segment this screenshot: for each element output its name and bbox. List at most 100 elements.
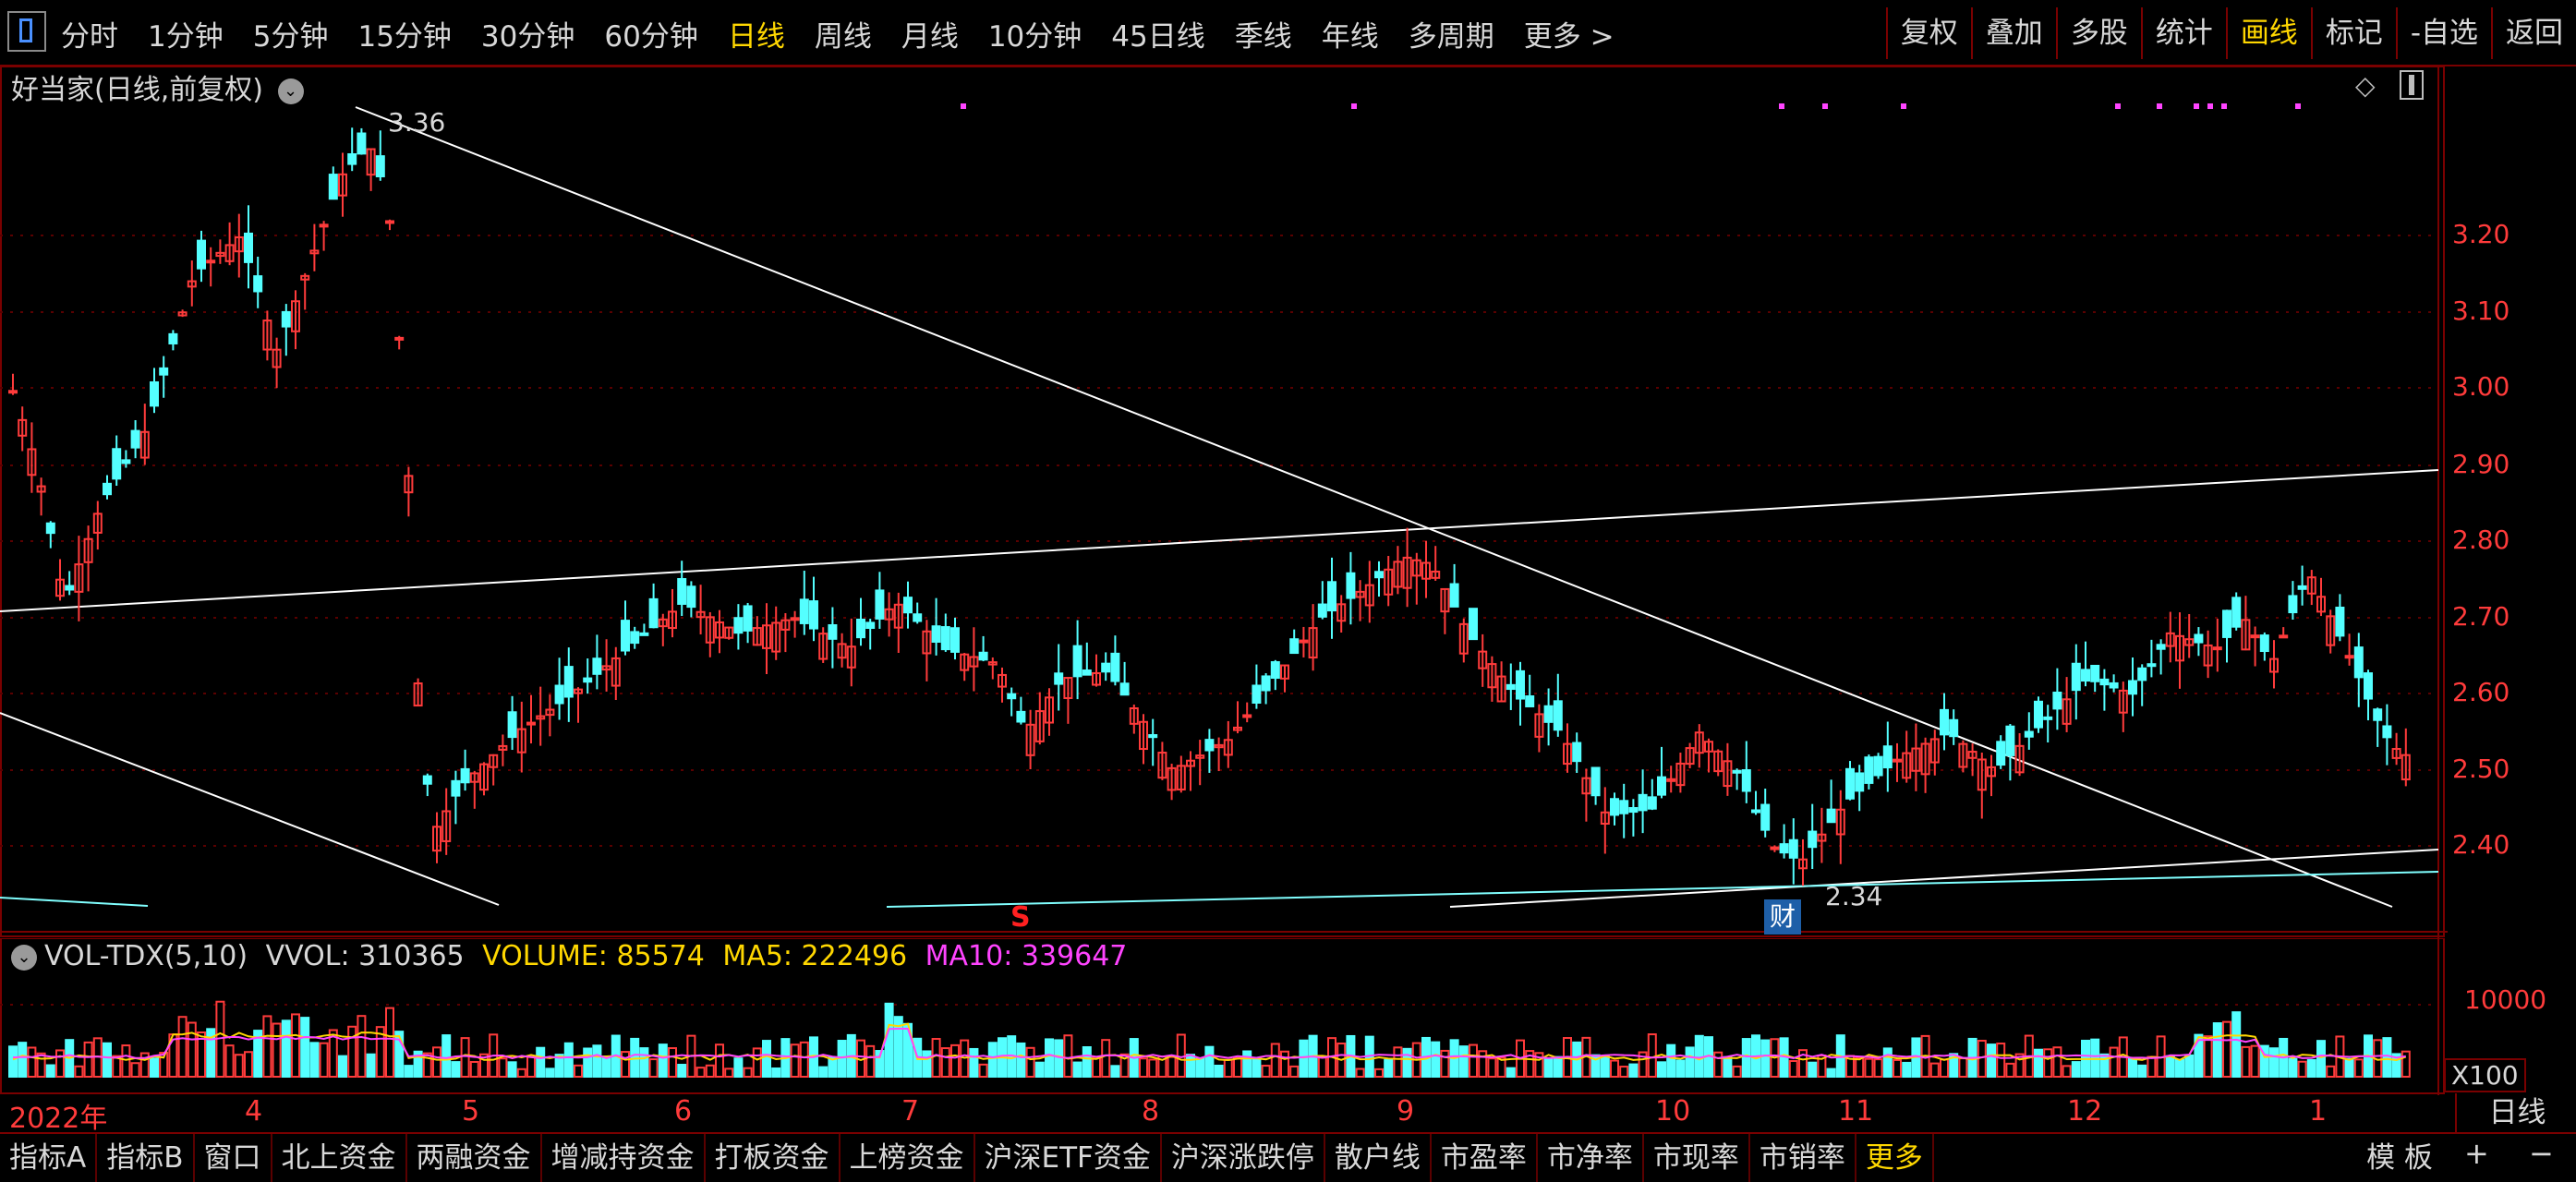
- candle-body: [2373, 708, 2383, 721]
- candle-body: [1157, 752, 1167, 779]
- candle-body: [83, 537, 93, 563]
- volume-bar: [2128, 1057, 2137, 1078]
- candle-body: [940, 626, 950, 651]
- candle-body: [1732, 769, 1742, 774]
- indicator-tab-5[interactable]: 增减持资金: [542, 1134, 706, 1182]
- candle-body: [1929, 738, 1940, 764]
- template-button[interactable]: 模 板: [2366, 1141, 2433, 1175]
- candlestick-chart[interactable]: [0, 66, 2448, 938]
- volume-bar: [1025, 1046, 1035, 1078]
- candle-body: [1855, 772, 1865, 792]
- period-tab-8[interactable]: 月线: [901, 19, 959, 54]
- function-tab-7[interactable]: 返回: [2491, 7, 2576, 59]
- volume-bar: [404, 1065, 414, 1079]
- indicator-tab-2[interactable]: 窗口: [195, 1134, 272, 1182]
- indicator-tab-0[interactable]: 指标A: [0, 1134, 98, 1182]
- indicator-tab-6[interactable]: 打板资金: [706, 1134, 841, 1182]
- period-tab-0[interactable]: 分时: [61, 19, 118, 54]
- candle-body: [2231, 597, 2242, 628]
- zoom-in-button[interactable]: +: [2464, 1136, 2489, 1171]
- period-tab-10[interactable]: 45日线: [1111, 19, 1205, 54]
- volume-bar: [715, 1043, 724, 1078]
- period-tab-4[interactable]: 30分钟: [480, 19, 575, 54]
- candle-body: [1101, 662, 1111, 673]
- volume-bar: [2014, 1053, 2025, 1079]
- period-tab-5[interactable]: 60分钟: [604, 19, 698, 54]
- candle-body: [686, 585, 696, 609]
- candle-body: [489, 754, 499, 768]
- candle-body: [1299, 639, 1309, 644]
- volume-bar: [545, 1067, 555, 1078]
- indicator-tab-9[interactable]: 沪深涨跌停: [1162, 1134, 1325, 1182]
- indicator-tab-10[interactable]: 散户线: [1325, 1134, 1432, 1182]
- indicator-tab-8[interactable]: 沪深ETF资金: [975, 1134, 1162, 1182]
- candle-body: [1054, 672, 1064, 685]
- candle-body: [479, 763, 489, 791]
- function-tab-3[interactable]: 统计: [2140, 7, 2226, 59]
- function-tab-1[interactable]: 叠加: [1970, 7, 2056, 59]
- function-tab-6[interactable]: -自选: [2395, 7, 2491, 59]
- function-tab-4[interactable]: 画线: [2225, 7, 2311, 59]
- candle-body: [2194, 633, 2204, 644]
- candle-body: [1534, 713, 1544, 738]
- candle-body: [1034, 710, 1045, 742]
- candle-body: [2090, 664, 2100, 682]
- volume-bar: [536, 1046, 546, 1079]
- indicator-tab-7[interactable]: 上榜资金: [841, 1134, 975, 1182]
- candle-body: [828, 623, 838, 640]
- indicator-tab-15[interactable]: 更多: [1856, 1134, 1934, 1182]
- candle-body: [2364, 672, 2373, 700]
- diamond-icon[interactable]: ◇: [2355, 70, 2376, 101]
- period-indicator[interactable]: 日线: [2455, 1093, 2576, 1132]
- volume-bar: [469, 1060, 479, 1078]
- menu-icon[interactable]: [7, 11, 46, 52]
- candle-body: [385, 220, 394, 224]
- volume-bar: [516, 1067, 526, 1078]
- candle-body: [422, 775, 432, 785]
- panel-toggle-icon[interactable]: [2400, 70, 2424, 100]
- candle-body: [875, 589, 885, 620]
- chart-title-text: 好当家(日线,前复权): [11, 74, 263, 106]
- candle-body: [121, 459, 131, 464]
- candle-body: [1204, 739, 1215, 752]
- period-tab-9[interactable]: 10分钟: [987, 19, 1082, 54]
- chart-title[interactable]: 好当家(日线,前复权) ⌄: [11, 66, 304, 107]
- candle-body: [253, 275, 263, 293]
- volume-bar: [253, 1030, 263, 1078]
- chevron-down-icon[interactable]: ⌄: [11, 944, 37, 971]
- candle-body: [865, 621, 876, 630]
- period-tab-7[interactable]: 周线: [814, 19, 872, 54]
- indicator-tab-13[interactable]: 市现率: [1644, 1134, 1750, 1182]
- period-tab-6[interactable]: 日线: [727, 19, 785, 54]
- period-tab-14[interactable]: 更多 >: [1523, 19, 1615, 54]
- candle-body: [1563, 742, 1572, 766]
- period-tab-11[interactable]: 季线: [1234, 19, 1292, 54]
- candle-body: [319, 223, 329, 228]
- chevron-down-icon[interactable]: ⌄: [277, 78, 304, 104]
- period-tab-3[interactable]: 15分钟: [357, 19, 452, 54]
- vol-indicator-name[interactable]: VOL-TDX(5,10): [44, 940, 248, 972]
- function-tab-5[interactable]: 标记: [2310, 7, 2396, 59]
- volume-bar: [206, 1028, 216, 1078]
- finance-report-badge[interactable]: 财: [1764, 899, 1801, 935]
- volume-chart[interactable]: [0, 938, 2448, 1095]
- indicator-tab-4[interactable]: 两融资金: [407, 1134, 542, 1182]
- candle-body: [2401, 754, 2411, 781]
- indicator-tab-11[interactable]: 市盈率: [1432, 1134, 1538, 1182]
- zoom-out-button[interactable]: −: [2529, 1136, 2554, 1171]
- volume-bar: [2052, 1046, 2062, 1078]
- candle-body: [1496, 675, 1506, 703]
- period-tab-13[interactable]: 多周期: [1408, 19, 1494, 54]
- volume-bar: [1289, 1065, 1300, 1078]
- period-tab-2[interactable]: 5分钟: [252, 19, 329, 54]
- indicator-tab-12[interactable]: 市净率: [1538, 1134, 1644, 1182]
- period-tab-1[interactable]: 1分钟: [148, 19, 224, 54]
- function-tab-2[interactable]: 多股: [2055, 7, 2141, 59]
- volume-bar: [1506, 1067, 1516, 1079]
- trend-line: [0, 897, 149, 907]
- function-tab-0[interactable]: 复权: [1885, 7, 1971, 59]
- indicator-tab-3[interactable]: 北上资金: [272, 1134, 407, 1182]
- indicator-tab-14[interactable]: 市销率: [1750, 1134, 1856, 1182]
- period-tab-12[interactable]: 年线: [1321, 19, 1379, 54]
- indicator-tab-1[interactable]: 指标B: [97, 1134, 195, 1182]
